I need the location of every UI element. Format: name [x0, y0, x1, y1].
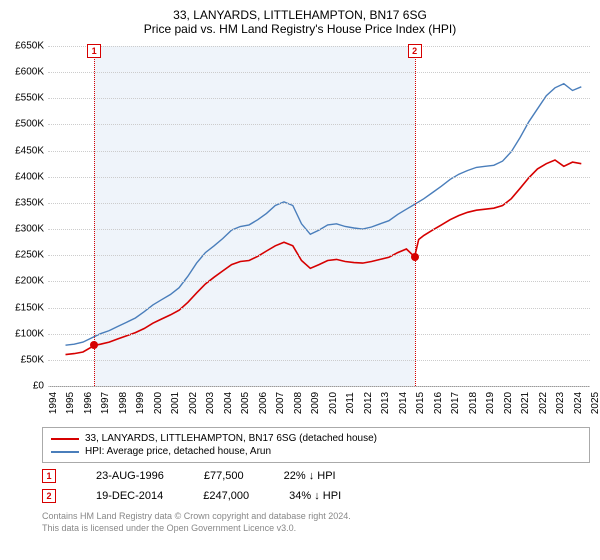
gridline [48, 386, 590, 387]
y-tick-label: £0 [4, 381, 44, 392]
x-tick-label: 2009 [310, 392, 321, 414]
x-tick-label: 2014 [398, 392, 409, 414]
x-tick-label: 2021 [520, 392, 531, 414]
title-sub: Price paid vs. HM Land Registry's House … [0, 22, 600, 36]
x-tick-label: 2020 [503, 392, 514, 414]
gridline [48, 255, 590, 256]
gridline [48, 229, 590, 230]
y-tick-label: £300K [4, 224, 44, 235]
gridline [48, 98, 590, 99]
sale-row: 1 23-AUG-1996 £77,500 22% ↓ HPI [42, 469, 590, 483]
sale-row: 2 19-DEC-2014 £247,000 34% ↓ HPI [42, 489, 590, 503]
chart-area: £0£50K£100K£150K£200K£250K£300K£350K£400… [48, 46, 590, 387]
marker-label-box: 2 [408, 44, 422, 58]
x-tick-label: 2015 [415, 392, 426, 414]
gridline [48, 334, 590, 335]
marker-line [415, 46, 416, 386]
gridline [48, 46, 590, 47]
series-hpi [66, 84, 582, 346]
y-tick-label: £250K [4, 250, 44, 261]
y-tick-label: £550K [4, 93, 44, 104]
x-tick-label: 2017 [450, 392, 461, 414]
x-tick-label: 2004 [223, 392, 234, 414]
sale-date: 19-DEC-2014 [96, 490, 163, 502]
x-tick-label: 2005 [240, 392, 251, 414]
x-tick-label: 2018 [468, 392, 479, 414]
y-tick-label: £50K [4, 354, 44, 365]
legend-swatch [51, 451, 79, 453]
title-main: 33, LANYARDS, LITTLEHAMPTON, BN17 6SG [0, 8, 600, 22]
gridline [48, 177, 590, 178]
sale-marker-box: 1 [42, 469, 56, 483]
marker-line [94, 46, 95, 386]
sale-delta: 22% ↓ HPI [284, 470, 336, 482]
x-tick-label: 1998 [118, 392, 129, 414]
y-tick-label: £500K [4, 119, 44, 130]
chart-container: 33, LANYARDS, LITTLEHAMPTON, BN17 6SG Pr… [0, 0, 600, 560]
y-tick-label: £100K [4, 328, 44, 339]
sale-price: £247,000 [203, 490, 249, 502]
x-tick-label: 2003 [205, 392, 216, 414]
x-tick-label: 2006 [258, 392, 269, 414]
y-tick-label: £400K [4, 171, 44, 182]
x-tick-label: 1996 [83, 392, 94, 414]
footer-line: This data is licensed under the Open Gov… [42, 523, 590, 535]
y-tick-label: £350K [4, 197, 44, 208]
series-price_paid [66, 160, 582, 355]
x-tick-label: 2010 [328, 392, 339, 414]
x-tick-label: 2000 [153, 392, 164, 414]
gridline [48, 203, 590, 204]
x-tick-label: 2025 [590, 392, 600, 414]
y-tick-label: £200K [4, 276, 44, 287]
gridline [48, 360, 590, 361]
legend-box: 33, LANYARDS, LITTLEHAMPTON, BN17 6SG (d… [42, 427, 590, 463]
legend-row: 33, LANYARDS, LITTLEHAMPTON, BN17 6SG (d… [51, 432, 581, 445]
x-tick-label: 2019 [485, 392, 496, 414]
y-tick-label: £150K [4, 302, 44, 313]
x-tick-label: 2024 [573, 392, 584, 414]
x-tick-label: 1999 [135, 392, 146, 414]
x-tick-label: 1997 [100, 392, 111, 414]
marker-label-box: 1 [87, 44, 101, 58]
x-tick-label: 2011 [345, 392, 356, 414]
x-tick-label: 2001 [170, 392, 181, 414]
y-tick-label: £600K [4, 67, 44, 78]
x-tick-label: 2022 [538, 392, 549, 414]
legend-label: HPI: Average price, detached house, Arun [85, 446, 271, 457]
x-tick-label: 1994 [48, 392, 59, 414]
x-tick-label: 2002 [188, 392, 199, 414]
x-tick-label: 2023 [555, 392, 566, 414]
x-tick-label: 2012 [363, 392, 374, 414]
title-block: 33, LANYARDS, LITTLEHAMPTON, BN17 6SG Pr… [0, 0, 600, 40]
legend-label: 33, LANYARDS, LITTLEHAMPTON, BN17 6SG (d… [85, 433, 377, 444]
legend-swatch [51, 438, 79, 440]
sale-price: £77,500 [204, 470, 244, 482]
marker-dot [411, 253, 419, 261]
sale-marker-box: 2 [42, 489, 56, 503]
marker-dot [90, 341, 98, 349]
gridline [48, 281, 590, 282]
legend-row: HPI: Average price, detached house, Arun [51, 445, 581, 458]
x-tick-label: 2013 [380, 392, 391, 414]
sale-delta: 34% ↓ HPI [289, 490, 341, 502]
footer-line: Contains HM Land Registry data © Crown c… [42, 511, 590, 523]
footer: Contains HM Land Registry data © Crown c… [42, 511, 590, 534]
gridline [48, 308, 590, 309]
x-tick-label: 2008 [293, 392, 304, 414]
x-tick-label: 1995 [65, 392, 76, 414]
x-tick-label: 2016 [433, 392, 444, 414]
y-tick-label: £450K [4, 145, 44, 156]
x-tick-label: 2007 [275, 392, 286, 414]
gridline [48, 124, 590, 125]
sale-date: 23-AUG-1996 [96, 470, 164, 482]
y-tick-label: £650K [4, 41, 44, 52]
chart-svg [48, 46, 590, 386]
gridline [48, 72, 590, 73]
gridline [48, 151, 590, 152]
